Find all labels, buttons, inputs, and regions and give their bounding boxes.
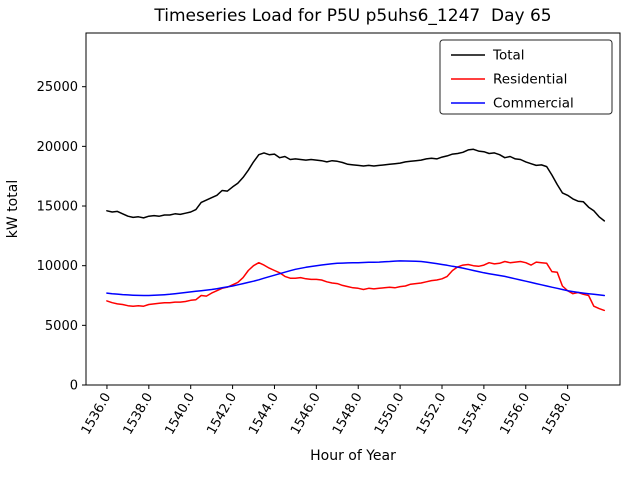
legend-label-commercial: Commercial xyxy=(493,96,574,112)
legend-label-total: Total xyxy=(492,48,525,64)
series-line-commercial xyxy=(106,260,606,297)
y-tick-label: 10000 xyxy=(37,259,78,274)
y-tick-label: 5000 xyxy=(45,319,78,334)
legend: Total Residential Commercial xyxy=(439,39,613,115)
y-tick-label: 25000 xyxy=(37,80,78,95)
series-line-residential xyxy=(106,260,606,312)
y-tick-label: 15000 xyxy=(37,200,78,215)
y-tick-label: 0 xyxy=(70,379,78,394)
chart-title: Timeseries Load for P5U p5uhs6_1247 Day … xyxy=(153,6,551,26)
series-line-total xyxy=(106,148,606,222)
legend-box xyxy=(439,39,613,115)
y-axis-label: kW total xyxy=(5,180,21,238)
x-axis-label: Hour of Year xyxy=(310,448,396,464)
y-tick-label: 20000 xyxy=(37,140,78,155)
legend-label-residential: Residential xyxy=(493,72,567,88)
